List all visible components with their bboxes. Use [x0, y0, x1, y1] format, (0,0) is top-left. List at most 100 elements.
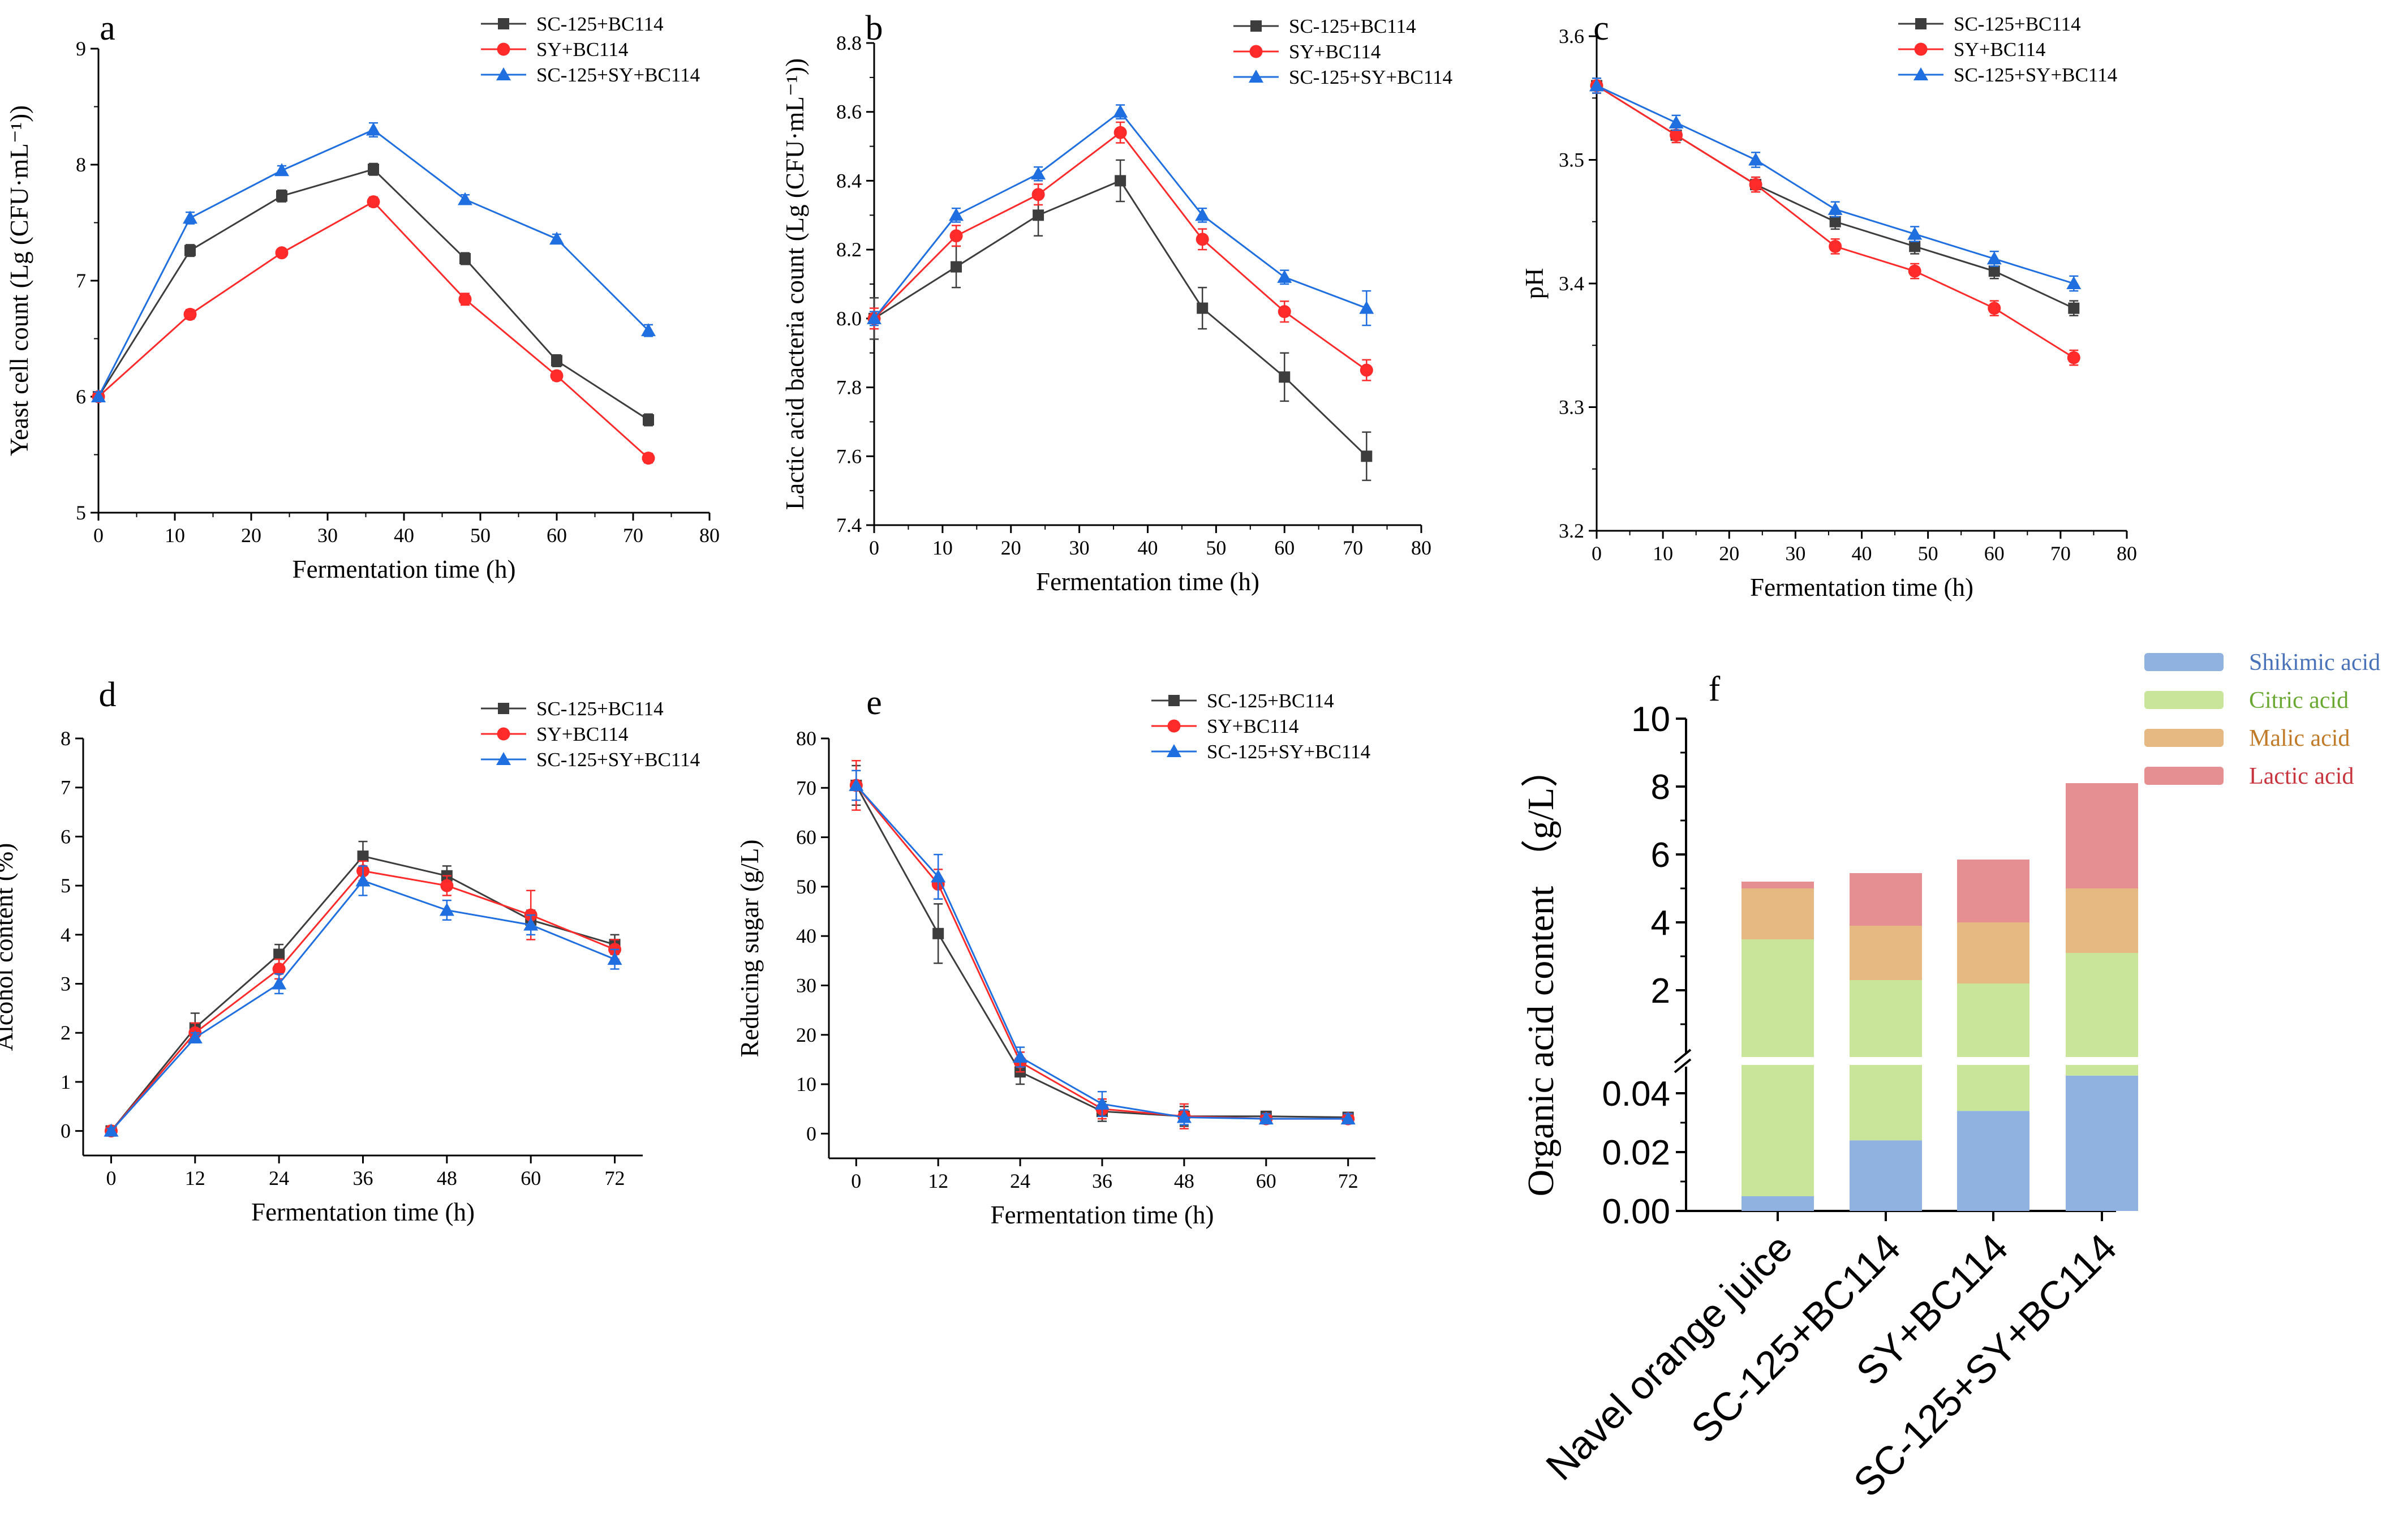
bar-group	[2066, 783, 2138, 1211]
data-point	[1749, 178, 1762, 191]
data-point	[1176, 1110, 1192, 1123]
bar-segment-citric-acid	[1957, 983, 2029, 1058]
x-tick-label: 70	[2050, 542, 2071, 565]
data-point	[1907, 226, 1923, 240]
x-tick-label: 20	[1001, 536, 1021, 559]
data-point	[276, 190, 287, 202]
data-point	[949, 208, 964, 221]
y-tick-label: 8.8	[836, 32, 862, 54]
x-tick-label: 36	[1092, 1170, 1112, 1192]
legend-marker	[1914, 42, 1928, 56]
data-point	[932, 927, 944, 939]
data-point	[274, 163, 289, 177]
panel-e: e 0 12 24 36 48 60 72 0 10 20 30 40 50 60 70 80 Fermentat…	[736, 684, 1375, 1229]
data-point	[642, 452, 655, 465]
y-tick-label: 20	[796, 1024, 816, 1046]
x-tick-label: 10	[1653, 542, 1673, 565]
panel-a: a 0 10 20 30 40 50 60 70 80 5 6 7 8 9 Fermentation time…	[5, 9, 720, 583]
x-tick-label: 60	[1274, 536, 1295, 559]
data-point	[275, 246, 289, 260]
y-tick-label: 30	[796, 974, 816, 996]
legend-marker	[498, 703, 509, 714]
x-tick-label: 0	[869, 536, 879, 559]
series-line	[97, 200, 650, 459]
x-tick-label: 50	[1206, 536, 1226, 559]
x-tick-label: 0	[1592, 542, 1602, 565]
data-point	[951, 261, 962, 273]
legend-marker	[1249, 45, 1263, 58]
legend-label: SC-125+BC114	[1289, 15, 1416, 37]
x-tick-label: 70	[1343, 536, 1363, 559]
data-point	[1277, 269, 1292, 283]
bar-segment-malic-acid	[2066, 888, 2138, 953]
panel-label-b: b	[866, 9, 883, 48]
bar-segment-lactic-acid	[1957, 860, 2029, 922]
y-tick-label: 10	[796, 1073, 816, 1096]
series-line	[855, 784, 1348, 1120]
bar-segment-shikimic	[1957, 1111, 2029, 1211]
bar-segment-citric-lower	[2066, 1065, 2138, 1076]
legend-label: Malic acid	[2249, 725, 2350, 751]
x-tick-label: 24	[1010, 1170, 1030, 1192]
y-tick-label: 3.2	[1559, 519, 1584, 542]
legend-marker	[1168, 695, 1180, 706]
x-tick-label: 0	[851, 1170, 861, 1192]
legend-label: SC-125+SY+BC114	[1289, 66, 1452, 88]
x-tick-label: 30	[1069, 536, 1090, 559]
y-tick-label: 6	[1651, 836, 1670, 875]
y-axis-title: pH	[1520, 268, 1549, 299]
bar-segment-malic-acid	[1850, 926, 1922, 980]
y-tick-label: 8.0	[836, 307, 862, 330]
legend-label: SY+BC114	[536, 38, 628, 61]
data-point	[1340, 1111, 1356, 1125]
y-tick-label: 40	[796, 925, 816, 947]
legend-marker	[1167, 744, 1181, 757]
data-point	[439, 903, 454, 916]
data-point	[1013, 1050, 1028, 1063]
legend: SC-125+BC114 SY+BC114 SC-125+SY+BC114	[1151, 690, 1370, 763]
data-point	[1196, 233, 1209, 246]
data-point	[355, 873, 371, 887]
y-tick-label: 4	[61, 923, 71, 946]
data-point	[272, 976, 287, 990]
y-tick-label: 8.6	[836, 101, 862, 123]
y-tick-label: 8.4	[836, 169, 862, 192]
y-tick-label: 8	[61, 727, 71, 750]
x-tick-label: 40	[394, 524, 414, 547]
bar-segment-citric-acid	[2066, 953, 2138, 1058]
bar-group	[1850, 873, 1922, 1211]
data-point	[1115, 175, 1126, 187]
series-0	[93, 162, 654, 427]
y-tick-label: 2	[61, 1021, 71, 1044]
data-point	[2066, 276, 2082, 289]
y-tick-label: 80	[796, 727, 816, 750]
y-tick-label: 3.4	[1559, 272, 1584, 295]
data-point	[1113, 126, 1127, 139]
legend-marker	[497, 42, 510, 56]
x-tick-label: 0	[93, 524, 104, 547]
axis-break-mark	[1674, 1049, 1692, 1064]
data-point	[551, 355, 562, 367]
x-tick-label: 60	[1256, 1170, 1276, 1192]
x-tick-label: 30	[1785, 542, 1805, 565]
axis-break-mark	[1674, 1058, 1692, 1073]
x-tick-label: 40	[1138, 536, 1158, 559]
y-axis-title: Alcohol content (%)	[0, 843, 18, 1051]
data-point	[1258, 1111, 1274, 1125]
x-tick-label: 24	[269, 1167, 289, 1189]
data-point	[1669, 115, 1684, 128]
bar-segment-lactic-acid	[1742, 882, 1814, 888]
legend-label: SC-125+BC114	[536, 13, 664, 35]
data-point	[183, 211, 197, 224]
legend-label: Lactic acid	[2249, 763, 2354, 789]
x-axis-title: Fermentation time (h)	[293, 555, 516, 583]
x-tick-label: 10	[165, 524, 185, 547]
legend-label: SC-125+SY+BC114	[1207, 741, 1370, 763]
legend-swatch	[2144, 767, 2224, 785]
y-tick-label: 3	[61, 973, 71, 995]
x-tick-label: 60	[521, 1167, 541, 1189]
y-tick-label: 0.02	[1602, 1133, 1670, 1172]
data-point	[272, 963, 286, 976]
series-0	[850, 764, 1354, 1127]
legend-label: SC-125+BC114	[536, 698, 664, 720]
